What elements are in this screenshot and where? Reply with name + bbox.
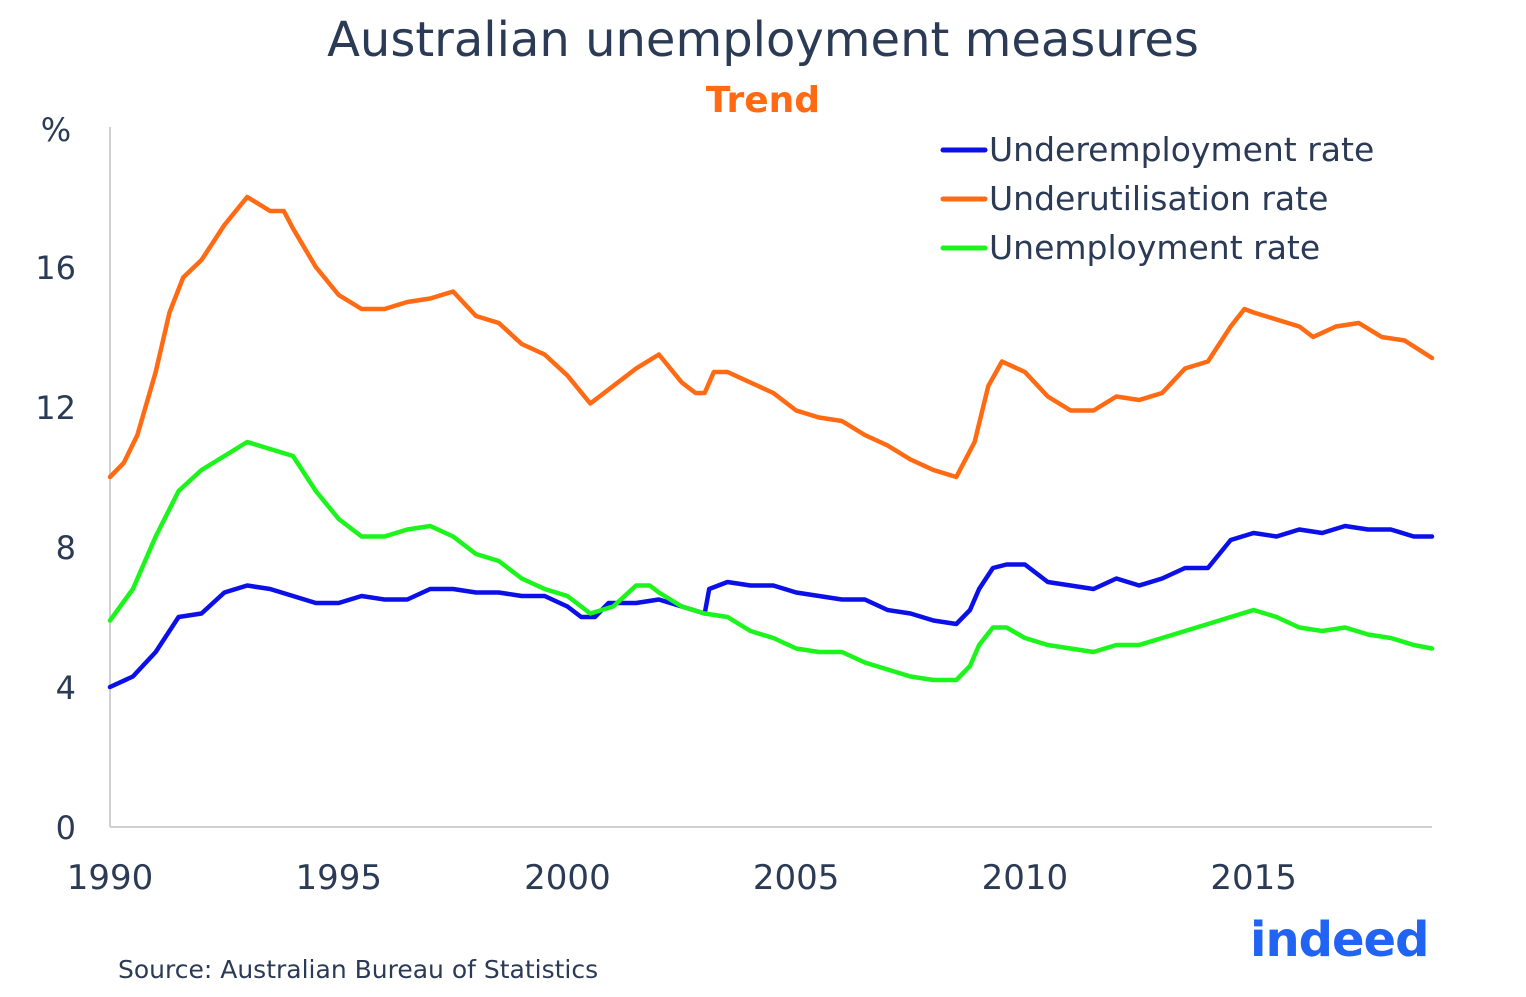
y-tick-label: 16 xyxy=(35,249,76,287)
legend-label-underutilisation-rate: Underutilisation rate xyxy=(989,179,1328,218)
x-tick-label: 2000 xyxy=(524,858,611,898)
legend-label-underemployment-rate: Underemployment rate xyxy=(989,130,1374,169)
y-tick-label: 12 xyxy=(35,389,76,427)
series-line-unemployment-rate xyxy=(107,439,1435,683)
series-layer xyxy=(107,194,1435,690)
chart-title: Australian unemployment measures xyxy=(327,12,1199,68)
x-tick-label: 2005 xyxy=(753,858,840,898)
x-tick-label: 1990 xyxy=(67,858,154,898)
x-tick-label: 2010 xyxy=(982,858,1069,898)
series-line-underutilisation-rate xyxy=(107,194,1435,480)
series-line-underemployment-rate xyxy=(107,523,1435,690)
y-axis-label: % xyxy=(41,111,71,149)
chart-subtitle: Trend xyxy=(705,80,821,121)
x-tick-label: 1995 xyxy=(295,858,382,898)
legend: Underemployment rate Underutilisation rat… xyxy=(940,130,1374,267)
source-note: Source: Australian Bureau of Statistics xyxy=(118,955,599,984)
y-tick-label: 4 xyxy=(56,669,76,707)
axes: 0 4 8 12 16% 1990 1995 2000 2005 2010 2015 xyxy=(35,111,1432,898)
legend-label-unemployment-rate: Unemployment rate xyxy=(989,228,1320,267)
y-tick-label: 8 xyxy=(56,529,76,567)
indeed-logo: indeed xyxy=(1250,912,1429,968)
x-tick-label: 2015 xyxy=(1210,858,1297,898)
y-tick-label: 0 xyxy=(56,809,76,847)
